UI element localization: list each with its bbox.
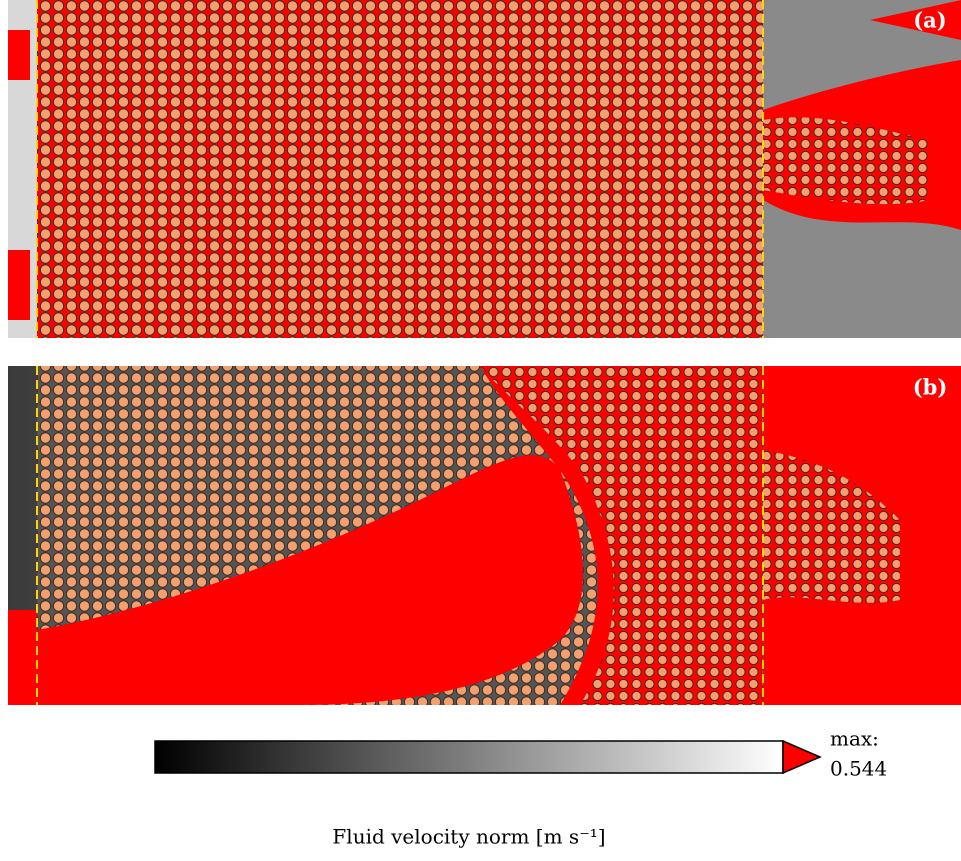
colorbar: max: 0.544 Fluid velocity norm [m s⁻¹]: [154, 727, 887, 849]
panel-a: (a): [8, 0, 961, 338]
max-label: max:: [830, 727, 879, 751]
colorbar-label: Fluid velocity norm [m s⁻¹]: [332, 825, 605, 849]
max-value: 0.544: [830, 757, 887, 781]
panel-label: (a): [913, 8, 946, 33]
panel-b: (b): [8, 366, 961, 705]
panel-label: (b): [913, 375, 948, 400]
